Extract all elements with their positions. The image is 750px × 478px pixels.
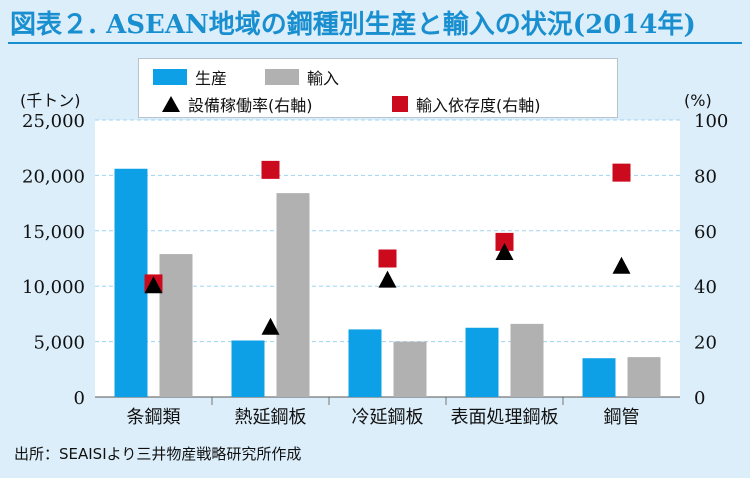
left-axis-tick-label: 10,000 <box>22 277 85 298</box>
marker-utilization <box>261 317 280 335</box>
legend-item-imports: 輸入 <box>265 65 339 89</box>
source-note: 出所：SEAISIより三井物産戦略研究所作成 <box>14 445 302 463</box>
legend-label-production: 生産 <box>195 69 228 88</box>
category-label: 鋼管 <box>604 407 640 428</box>
category-label: 熱延鋼板 <box>235 407 307 428</box>
marker-utilization <box>144 276 163 294</box>
bar-production <box>582 358 616 397</box>
title-bar: 図表２. ASEAN地域の鋼種別生産と輸入の状況(2014年) <box>0 0 750 46</box>
bar-imports <box>393 341 427 397</box>
right-axis-unit: (%) <box>684 91 712 110</box>
right-axis-tick-label: 60 <box>694 222 717 243</box>
category-label: 冷延鋼板 <box>352 407 424 428</box>
bar-imports <box>510 323 544 397</box>
legend-label-imports: 輸入 <box>307 69 340 88</box>
left-axis-unit: (千トン) <box>20 91 81 110</box>
right-axis-tick-label: 0 <box>694 388 705 409</box>
marker-import-dependency <box>612 163 631 182</box>
chart-title: 図表２. ASEAN地域の鋼種別生産と輸入の状況(2014年) <box>10 10 696 40</box>
left-axis-tick-label: 0 <box>74 388 85 409</box>
left-axis-tick-label: 5,000 <box>33 333 85 354</box>
legend-swatch-imports <box>265 69 299 85</box>
legend-label-import-dependency: 輸入依存度(右軸) <box>416 96 541 115</box>
marker-import-dependency <box>495 232 514 251</box>
left-axis-tick-label: 20,000 <box>22 166 85 187</box>
bar-production <box>114 168 148 397</box>
legend-item-production: 生産 <box>153 65 227 89</box>
right-axis-tick-label: 40 <box>694 277 717 298</box>
title-underline <box>8 42 742 44</box>
triangle-marker-icon <box>162 96 180 112</box>
bar-imports <box>276 193 310 397</box>
bar-production <box>348 329 382 397</box>
marker-utilization <box>612 256 631 274</box>
marker-import-dependency <box>378 249 397 268</box>
marker-import-dependency <box>261 160 280 179</box>
square-marker-icon <box>392 96 408 112</box>
left-axis-tick-label: 15,000 <box>22 222 85 243</box>
marker-utilization <box>495 242 514 260</box>
category-label: 条鋼類 <box>127 407 181 428</box>
right-axis-tick-label: 80 <box>694 166 717 187</box>
right-axis-tick-label: 20 <box>694 333 717 354</box>
legend: 生産 輸入 設備稼働率(右軸) 輸入依存度(右軸) <box>138 58 618 118</box>
marker-utilization <box>378 270 397 288</box>
legend-swatch-production <box>153 69 187 85</box>
legend-label-utilization: 設備稼働率(右軸) <box>188 96 313 115</box>
bar-production <box>465 327 499 397</box>
legend-item-utilization: 設備稼働率(右軸) <box>153 92 313 116</box>
bar-imports <box>159 254 193 397</box>
bar-imports <box>627 357 661 397</box>
bar-production <box>231 340 265 397</box>
category-label: 表面処理鋼板 <box>451 407 559 428</box>
right-axis-tick-label: 100 <box>694 111 728 132</box>
left-axis-tick-label: 25,000 <box>22 111 85 132</box>
legend-item-import-dependency: 輸入依存度(右軸) <box>383 92 541 116</box>
